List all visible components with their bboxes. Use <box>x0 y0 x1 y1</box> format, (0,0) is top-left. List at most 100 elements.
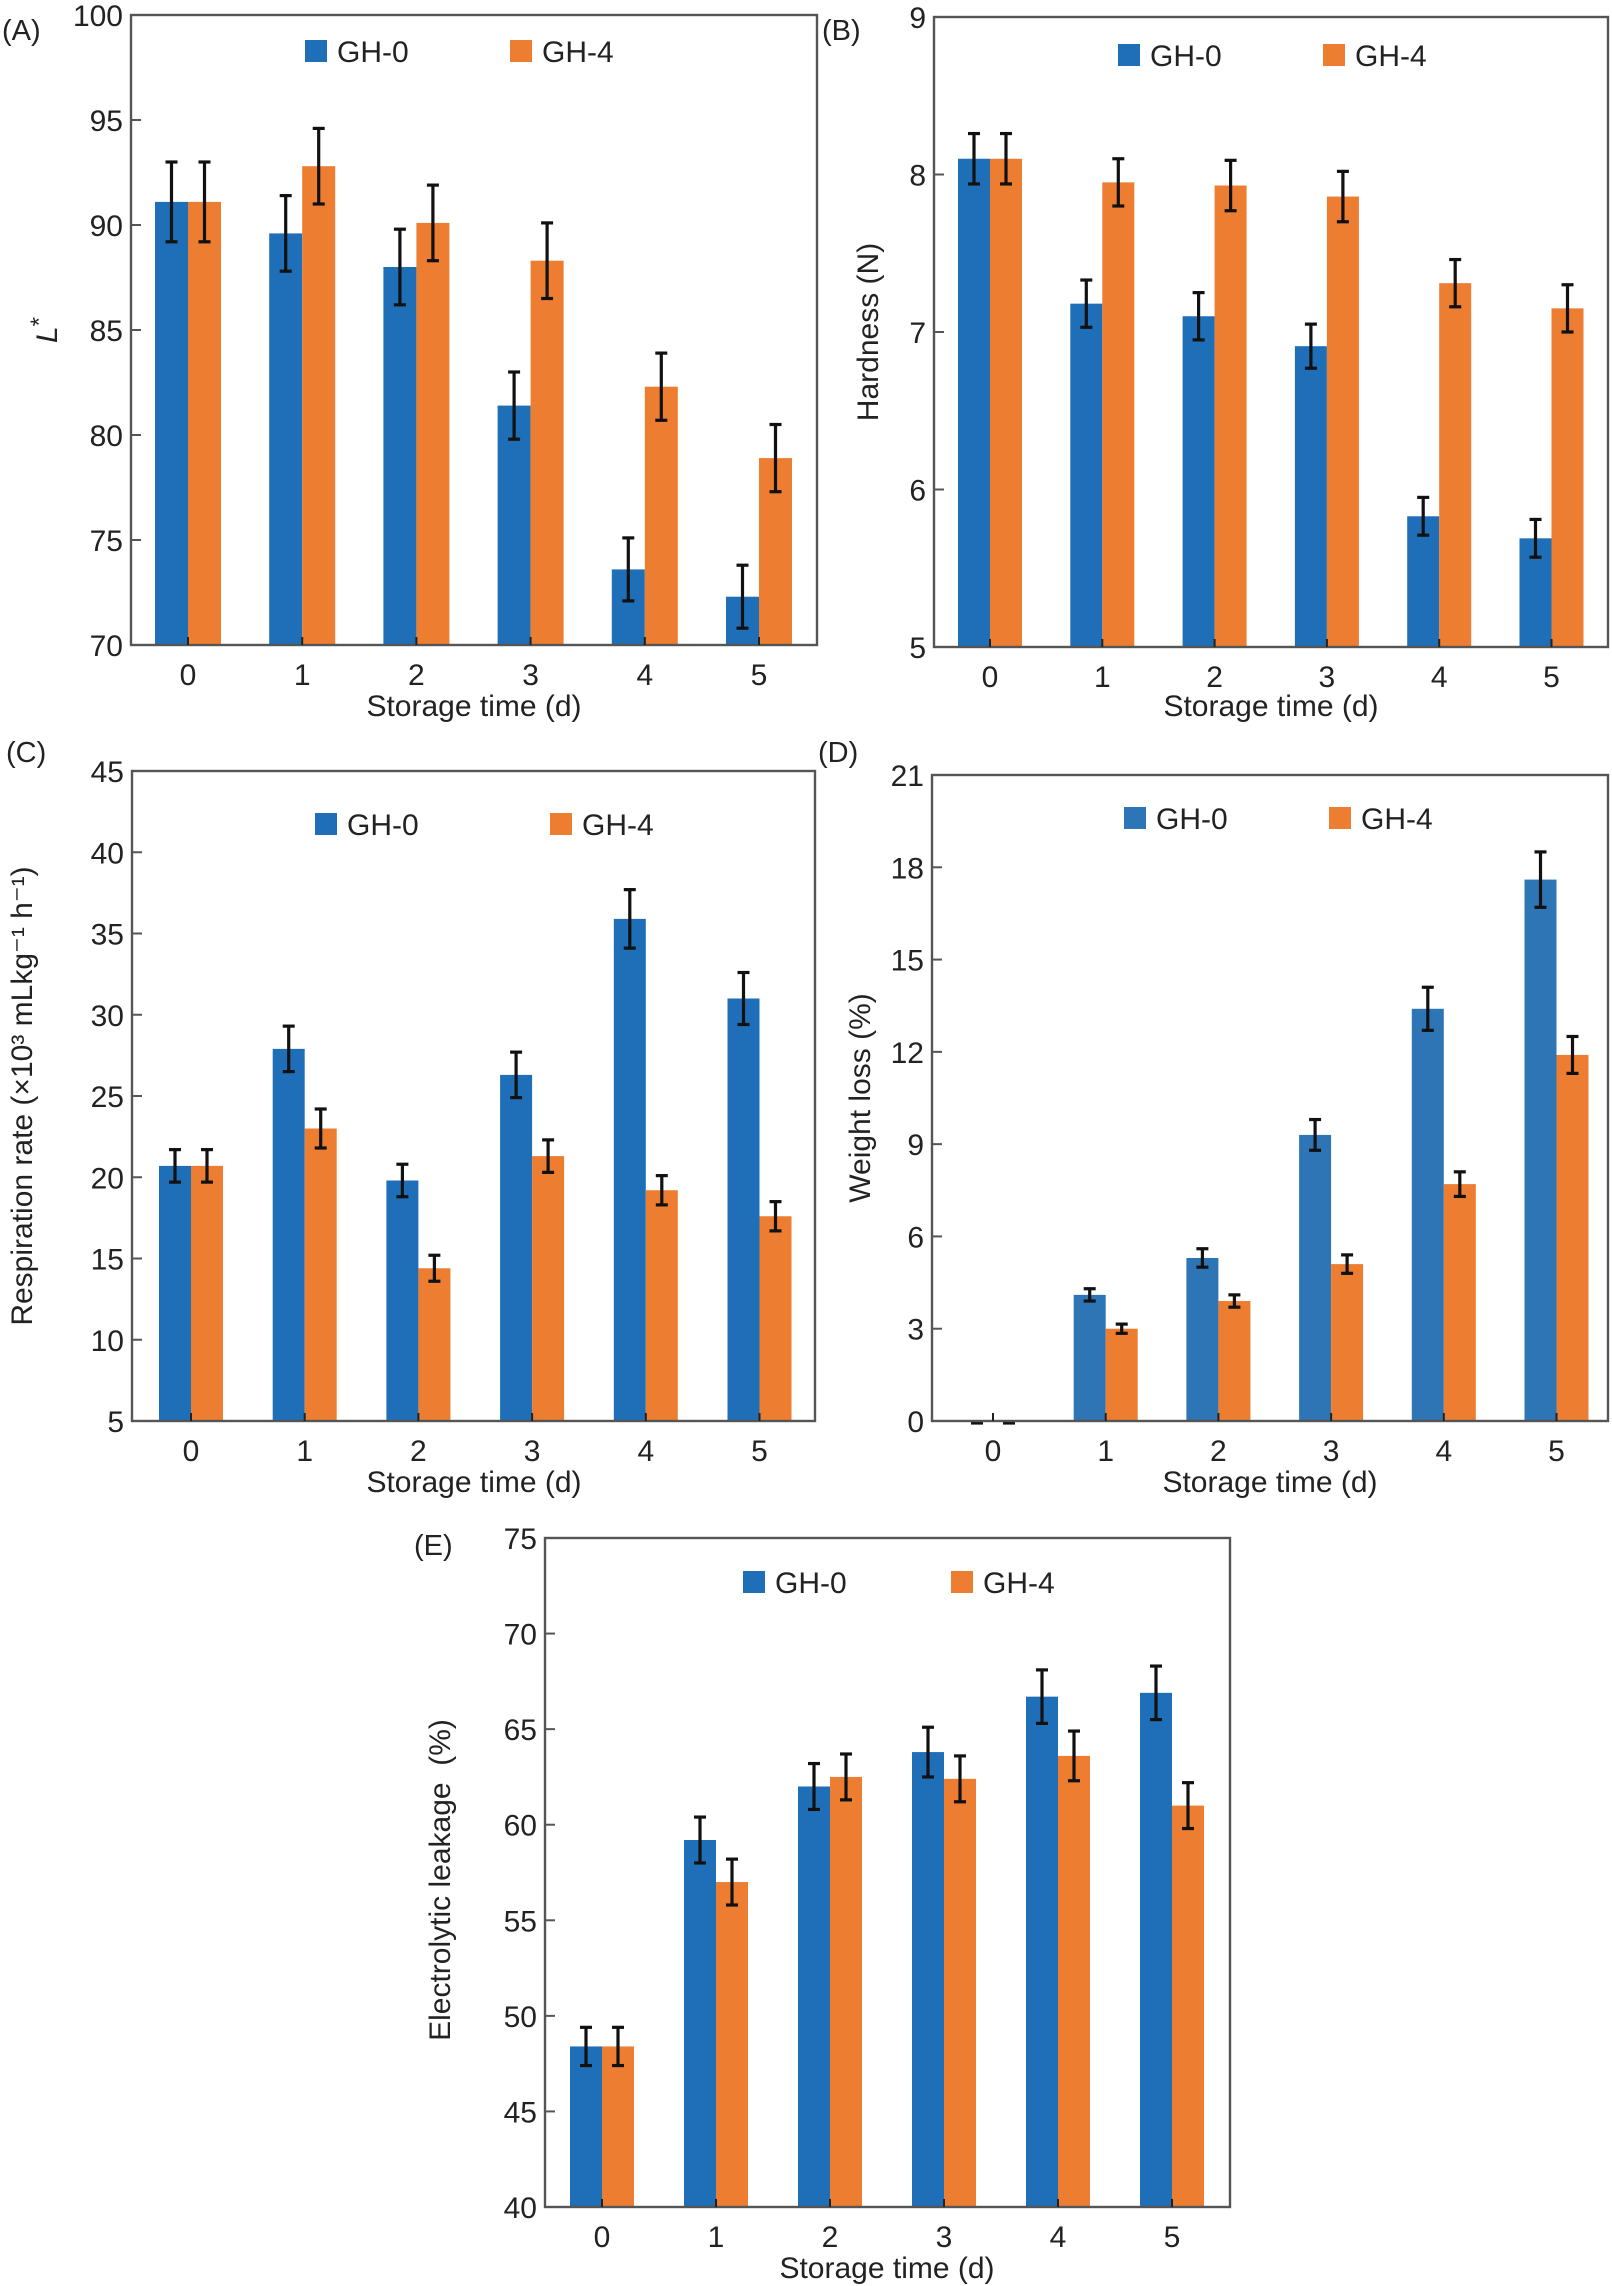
legend-swatch-gh-4 <box>951 1571 973 1593</box>
y-tick-label: 5 <box>909 632 926 665</box>
bar-gh-0-day-0 <box>159 1165 191 1421</box>
y-tick-label: 40 <box>504 2192 537 2225</box>
bar-gh-4-day-4 <box>1443 1184 1476 1421</box>
bar-gh-0-day-4 <box>1407 516 1440 647</box>
x-tick-label: 0 <box>985 1435 1002 1468</box>
y-axis-title-star: * <box>26 317 53 326</box>
y-tick-label: 35 <box>91 919 124 952</box>
bar-gh-0-day-2 <box>1182 316 1215 647</box>
legend-swatch-gh-0 <box>315 813 337 835</box>
bar-gh-0-day-1 <box>1070 303 1103 647</box>
y-axis-title: L* <box>26 317 64 343</box>
x-tick-label: 0 <box>594 2221 611 2254</box>
panel-c-respiration-rate: (C) Storage time (d) Respiration rate (×… <box>6 737 817 1499</box>
y-tick-label: 65 <box>504 1714 537 1747</box>
x-tick-label: 5 <box>751 1435 768 1468</box>
panel-label: (E) <box>414 1530 453 1562</box>
bar-gh-4-day-5 <box>1551 308 1584 647</box>
x-axis-title: Storage time (d) <box>779 2252 994 2285</box>
x-tick-label: 2 <box>410 1435 427 1468</box>
x-tick-label: 4 <box>637 1435 654 1468</box>
y-tick-label: 21 <box>891 760 924 793</box>
x-tick-label: 0 <box>183 1435 200 1468</box>
legend-label-gh-0: GH-0 <box>1156 803 1228 836</box>
y-tick-label: 90 <box>90 210 123 243</box>
bar-gh-0-day-2 <box>386 1180 419 1421</box>
panel-d-weight-loss: (D) Storage time (d) Weight loss (%) 0 3 6… <box>818 737 1610 1499</box>
bar-gh-0-day-1 <box>272 1048 305 1421</box>
bar-gh-4-day-5 <box>1556 1054 1589 1421</box>
panel-label: (D) <box>818 737 858 769</box>
bar-gh-4-day-2 <box>830 1776 862 2207</box>
bar-gh-4-day-1 <box>304 1128 337 1421</box>
y-axis-title: Weight loss (%) <box>844 993 877 1203</box>
y-tick-label: 6 <box>909 475 926 508</box>
panel-e-electrolytic-leakage: (E) Storage time (d) Electrolytic leakag… <box>414 1523 1232 2285</box>
x-tick-label: 3 <box>524 1435 541 1468</box>
x-tick-label: 3 <box>1323 1435 1340 1468</box>
y-tick-label: 100 <box>73 0 123 33</box>
y-tick-label: 5 <box>107 1406 124 1439</box>
y-tick-label: 10 <box>91 1325 124 1358</box>
plot-frame <box>129 13 819 647</box>
legend-label-gh-0: GH-0 <box>347 809 419 842</box>
y-tick-label: 60 <box>504 1810 537 1843</box>
bar-gh-0-day-2 <box>798 1786 830 2207</box>
y-tick-label: 45 <box>91 756 124 789</box>
bar-gh-0-day-2 <box>383 267 417 645</box>
bar-gh-0-day-4 <box>1411 1008 1444 1421</box>
bar-gh-0-day-5 <box>1140 1692 1172 2207</box>
x-tick-label: 3 <box>522 659 539 692</box>
legend-label-gh-0: GH-0 <box>337 36 409 69</box>
x-tick-label: 5 <box>1164 2221 1181 2254</box>
bar-gh-0-day-1 <box>269 233 303 645</box>
y-tick-label: 55 <box>504 1905 537 1938</box>
x-axis-title: Storage time (d) <box>366 690 581 723</box>
bar-gh-4-day-3 <box>1331 1264 1364 1421</box>
legend-swatch-gh-0 <box>305 40 327 62</box>
bar-gh-4-day-1 <box>302 166 336 645</box>
x-tick-label: 5 <box>751 659 768 692</box>
legend-label-gh-0: GH-0 <box>1150 40 1222 73</box>
y-tick-label: 25 <box>91 1081 124 1114</box>
legend-label-gh-4: GH-4 <box>983 1567 1055 1600</box>
bar-gh-4-day-3 <box>944 1778 976 2207</box>
bar-gh-4-day-2 <box>416 222 450 645</box>
bar-gh-0-day-0 <box>570 2046 602 2207</box>
x-tick-label: 4 <box>1435 1435 1452 1468</box>
legend-label-gh-4: GH-4 <box>1355 40 1427 73</box>
y-tick-label: 20 <box>91 1162 124 1195</box>
legend-swatch-gh-0 <box>1124 807 1146 829</box>
bar-gh-4-day-2 <box>1218 1301 1251 1421</box>
x-axis-title: Storage time (d) <box>366 1466 581 1499</box>
x-axis-title: Storage time (d) <box>1162 1466 1377 1499</box>
y-tick-label: 80 <box>90 420 123 453</box>
bar-gh-4-day-1 <box>716 1882 748 2207</box>
legend-swatch-gh-4 <box>510 40 532 62</box>
bar-gh-0-day-4 <box>613 918 646 1421</box>
x-tick-label: 4 <box>636 659 653 692</box>
legend-swatch-gh-4 <box>1329 807 1351 829</box>
bar-gh-0-day-0 <box>155 201 188 645</box>
bar-gh-4-day-5 <box>759 1216 792 1421</box>
bar-gh-4-day-2 <box>1214 185 1247 647</box>
bar-gh-0-day-0 <box>958 158 990 647</box>
y-tick-label: 30 <box>91 1000 124 1033</box>
x-tick-label: 5 <box>1548 1435 1565 1468</box>
bar-gh-0-day-3 <box>500 1074 533 1421</box>
bar-gh-0-day-5 <box>727 998 760 1421</box>
bar-gh-4-day-0 <box>188 201 221 645</box>
y-tick-label: 95 <box>90 105 123 138</box>
y-tick-label: 75 <box>90 525 123 558</box>
plot-frame <box>932 15 1610 649</box>
y-tick-label: 12 <box>891 1037 924 1070</box>
legend-swatch-gh-0 <box>1118 44 1140 66</box>
legend-label-gh-4: GH-4 <box>1361 803 1433 836</box>
y-tick-label: 75 <box>504 1523 537 1556</box>
y-tick-label: 70 <box>90 630 123 663</box>
y-tick-label: 18 <box>891 852 924 885</box>
bar-gh-0-day-3 <box>912 1752 944 2207</box>
plot-frame <box>930 773 1610 1423</box>
x-tick-label: 0 <box>180 659 197 692</box>
